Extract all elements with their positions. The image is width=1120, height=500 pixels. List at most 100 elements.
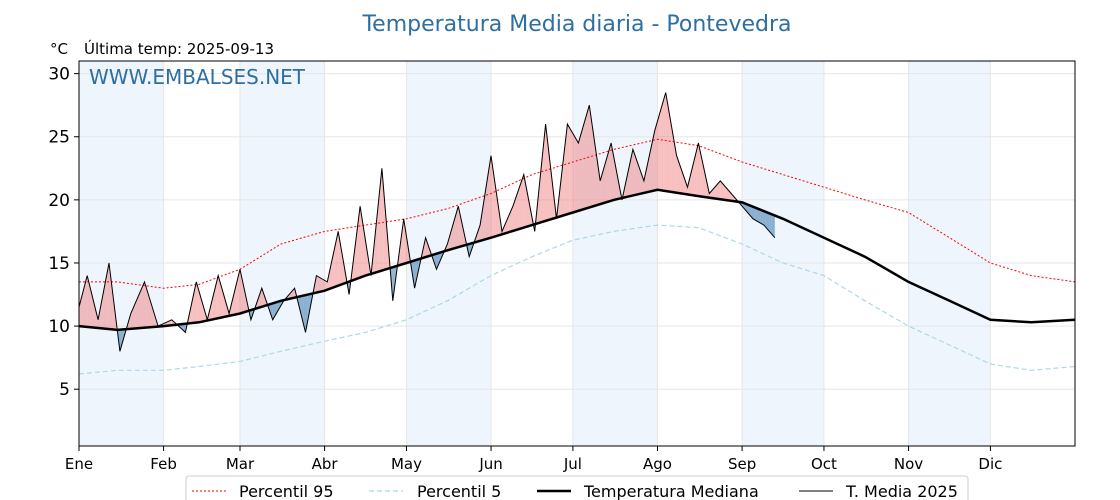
fill-above-median [671,124,673,193]
fill-above-median [99,300,102,329]
fill-above-median [632,149,635,196]
fill-above-median [665,92,668,192]
fill-above-median [84,280,86,327]
fill-above-median [487,167,490,239]
fill-above-median [625,174,628,198]
fill-above-median [672,134,675,193]
fill-above-median [676,155,679,193]
x-axis-ticks: Ene Feb Mar Abr May Jun Jul Ago Sep Oct Nov Dic [65,446,1002,473]
y-unit-label: °C [50,40,68,58]
series-line-p5 [78,224,1076,375]
fill-above-median [569,127,572,214]
fill-above-median [449,231,452,250]
fill-above-median [547,139,550,221]
fill-above-median [712,187,715,199]
fill-above-median [512,200,515,231]
fill-above-median [480,213,482,241]
fill-above-median [591,117,593,207]
fill-above-median [682,171,684,194]
fill-above-median [691,165,693,196]
fill-above-median [374,221,377,273]
fill-above-median [571,130,573,214]
fill-below-median [753,206,755,220]
legend-label-median: Temperatura Mediana [583,482,759,500]
fill-above-median [565,124,568,215]
fill-above-median [489,155,492,239]
fill-above-median [216,275,219,319]
fill-above-median [605,155,608,203]
fill-above-median [696,143,699,197]
fill-above-median [652,130,655,191]
fill-above-median [727,189,730,201]
fill-above-median [89,282,91,328]
fill-above-median [238,269,240,314]
fill-above-median [520,179,522,229]
fill-above-median [720,180,723,200]
fill-above-median [667,103,670,192]
fill-above-median [592,130,595,207]
fill-above-median [196,281,199,323]
fill-above-median [600,174,603,205]
fill-above-median [685,181,688,195]
month-bands [79,61,991,446]
fill-above-median [485,178,488,240]
fill-above-median [194,281,197,323]
fill-above-median [589,105,592,208]
fill-above-median [454,212,457,249]
fill-above-median [218,275,220,319]
fill-above-median [725,187,728,201]
fill-above-median [198,288,200,323]
fill-above-median [139,287,143,329]
fill-above-median [609,143,612,202]
y-tick-label: 20 [48,191,70,211]
fill-above-median [405,230,408,264]
fill-above-median [112,292,115,330]
fill-above-median [643,172,646,193]
fill-above-median [456,206,459,248]
legend-label-2025: T. Media 2025 [845,482,958,500]
fill-above-median [543,124,546,222]
fill-above-median [656,117,659,190]
fill-above-median [316,275,319,293]
series-line-2025 [78,92,776,352]
y-axis-ticks: 5 10 15 20 25 30 [48,65,79,400]
fill-above-median [214,282,217,319]
fill-above-median [109,262,111,330]
month-band-ene [79,61,164,446]
fill-above-median [518,185,521,230]
fill-below-median [763,211,766,228]
fill-above-median [580,130,583,211]
fill-above-median [135,297,138,329]
y-tick-label: 25 [48,128,70,148]
fill-below-median [434,253,437,270]
fill-above-median [716,183,719,199]
month-band-may [406,61,492,446]
fill-above-median [360,206,362,278]
fill-above-median [258,293,261,308]
fill-above-median [239,269,242,314]
fill-below-median [278,301,281,311]
x-tick-label: Dic [978,455,1002,473]
fill-above-median [722,183,724,200]
fill-above-median [230,298,233,316]
fill-above-median [694,150,697,196]
fill-above-median [85,275,88,327]
fill-above-median [203,307,206,322]
fill-above-median [334,239,337,288]
y-tick-label: 30 [48,65,70,85]
fill-above-median [649,147,652,192]
fill-above-median [378,186,381,272]
fill-above-median [514,195,517,231]
x-tick-label: Feb [150,455,177,473]
fill-above-median [674,145,677,193]
fill-above-median [494,180,497,237]
fill-below-median [121,329,124,346]
chart-title: Temperatura Media diaria - Pontevedra [361,12,791,37]
month-band-mar [239,61,325,446]
fill-above-median [81,291,84,327]
fill-above-median [380,168,382,272]
fill-above-median [511,206,513,232]
fill-below-median [751,206,754,219]
fill-above-median [718,180,721,200]
